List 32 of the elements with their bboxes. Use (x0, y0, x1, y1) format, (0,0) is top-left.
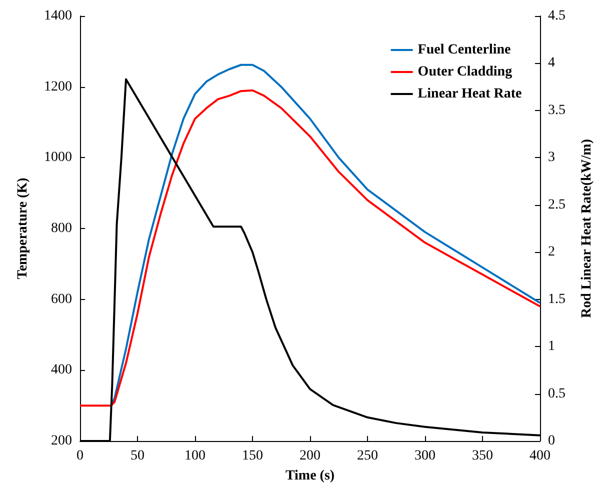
x-axis-title: Time (s) (285, 468, 335, 484)
x-tick-label: 250 (357, 448, 378, 464)
y2-tick-label: 4.5 (548, 8, 566, 24)
y2-tick-label: 0 (548, 434, 555, 448)
legend-label: Outer Cladding (418, 64, 512, 80)
x-tick-label: 400 (530, 448, 550, 464)
y2-tick-label: 1 (548, 339, 555, 354)
x-tick-label: 350 (472, 448, 493, 464)
y-tick-label: 400 (51, 362, 72, 378)
x-tick-label: 100 (184, 448, 206, 464)
y-tick-label: 800 (51, 221, 72, 236)
x-tick-label: 300 (414, 448, 436, 464)
x-tick-label: 50 (130, 448, 144, 464)
y2-tick-label: 2 (548, 244, 555, 260)
y2-tick-label: 1.5 (548, 292, 566, 307)
legend-label: Linear Heat Rate (418, 86, 522, 102)
x-tick-label: 0 (76, 448, 84, 464)
y2-tick-label: 4 (548, 56, 555, 71)
y-tick-label: 1400 (44, 8, 72, 24)
y2-tick-label: 2.5 (548, 197, 566, 212)
y-tick-label: 1000 (44, 150, 72, 166)
y-tick-label: 1200 (44, 79, 72, 94)
x-tick-label: 200 (300, 448, 320, 464)
y-tick-label: 200 (51, 434, 72, 448)
y2-axis-title: Rod Linear Heat Rate(kW/m) (580, 138, 594, 318)
y2-tick-label: 0.5 (548, 386, 566, 402)
y2-tick-label: 3.5 (548, 102, 566, 118)
x-tick-label: 150 (242, 448, 263, 464)
y-axis-title: Temperature (K) (16, 177, 30, 280)
legend-label: Fuel Centerline (418, 42, 511, 58)
y-tick-label: 600 (51, 292, 72, 307)
y2-tick-label: 3 (548, 150, 555, 166)
